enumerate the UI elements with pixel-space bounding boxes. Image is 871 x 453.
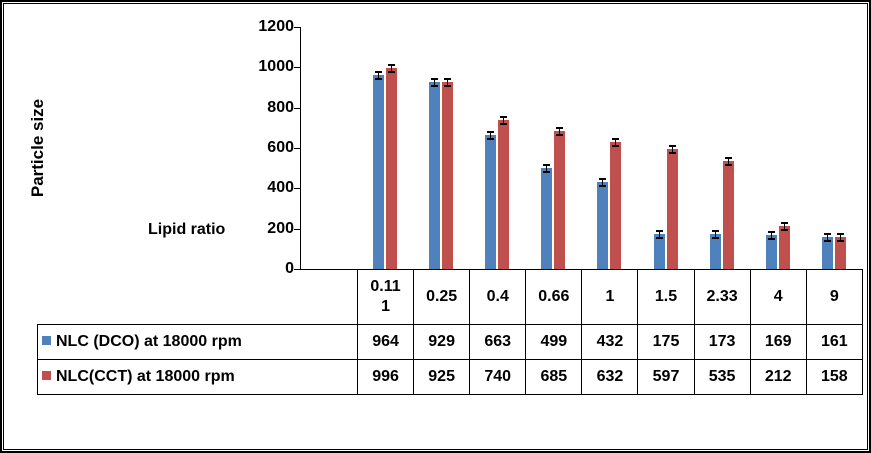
bar-dco [485,135,496,269]
value-cell: 740 [469,359,527,395]
error-bar [656,230,663,239]
bar-cct [554,131,565,269]
error-bar [500,116,507,125]
bar-dco [822,237,833,269]
value-cell: 158 [805,359,863,395]
y-tick-label: 1200 [258,18,294,35]
bar-dco [597,182,608,269]
bar-dco [654,234,665,269]
value-cell: 173 [693,324,751,360]
category-label: 1.5 [654,288,678,305]
y-tick-label: 800 [267,99,294,116]
table-stub-cell [38,270,358,325]
y-tick-mark [294,148,301,149]
category-label: 0.4 [486,288,509,305]
category-cell: 0.25 [413,269,471,325]
y-tick-mark [294,27,301,28]
category-label: 1 [605,288,615,305]
bar-dco [429,82,440,269]
value-cell: 169 [749,324,807,360]
series-name-cell: NLC (DCO) at 18000 rpm [37,324,358,360]
error-bar [599,178,606,187]
category-label: 0.111 [370,278,401,315]
category-label: 0.25 [426,288,458,305]
category-cell: 0.66 [525,269,583,325]
y-tick-label: 200 [267,220,294,237]
bar-dco [541,168,552,269]
category-cell: 4 [749,269,807,325]
error-bar [487,131,494,140]
bar-cct [779,226,790,269]
category-label: 2.33 [706,288,738,305]
value-cell: 212 [749,359,807,395]
category-label: 4 [773,288,783,305]
bar-cct [610,142,621,269]
legend-swatch-cct [42,371,51,381]
bar-cct [667,149,678,269]
bar-dco [766,235,777,269]
value-cell: 996 [356,359,415,395]
bar-cct [723,161,734,269]
series-name-label: NLC(CCT) at 18000 rpm [56,368,235,386]
error-bar [543,164,550,173]
error-bar [431,78,438,87]
category-cell: 1.5 [637,269,695,325]
bar-cct [835,237,846,269]
value-cell: 929 [413,324,471,360]
value-cell: 632 [581,359,639,395]
error-bar [556,127,563,136]
bar-cct [386,68,397,269]
value-cell: 499 [525,324,583,360]
value-cell: 925 [413,359,471,395]
value-cell: 535 [693,359,751,395]
bar-dco [710,234,721,269]
bar-dco [373,75,384,269]
bar-cct [442,82,453,269]
error-bar [444,78,451,87]
category-label: 9 [829,288,839,305]
value-cell: 964 [356,324,415,360]
y-tick-mark [294,188,301,189]
error-bar [837,233,844,242]
error-bar [768,231,775,240]
category-cell: 0.111 [356,269,415,325]
y-tick-label: 1000 [258,58,294,75]
value-cell: 685 [525,359,583,395]
category-cell: 9 [805,269,863,325]
category-cell: 1 [581,269,639,325]
series-name-label: NLC (DCO) at 18000 rpm [56,333,242,351]
value-cell: 663 [469,324,527,360]
value-cell: 161 [805,324,863,360]
x-axis-title: Lipid ratio [148,221,226,238]
value-cell: 597 [637,359,695,395]
y-tick-mark [294,229,301,230]
data-table: 0.111 0.25 0.4 0.66 1 1.5 2.33 4 9 NLC (DCO) at 1… [37,269,863,395]
category-cell: 2.33 [693,269,751,325]
y-tick-mark [294,108,301,109]
category-label: 0.66 [538,288,570,305]
error-bar [388,64,395,73]
y-tick-label: 600 [267,139,294,156]
series-name-cell: NLC(CCT) at 18000 rpm [37,359,358,395]
error-bar [824,233,831,242]
y-tick-mark [294,269,301,270]
legend-swatch-dco [42,336,51,346]
error-bar [669,145,676,154]
error-bar [612,138,619,147]
y-tick-label: 0 [285,260,294,277]
y-tick-mark [294,67,301,68]
category-cell: 0.4 [469,269,527,325]
error-bar [712,230,719,239]
bar-cct [498,120,509,269]
error-bar [781,222,788,231]
error-bar [725,157,732,166]
y-tick-label: 400 [267,179,294,196]
value-cell: 175 [637,324,695,360]
error-bar [375,71,382,80]
value-cell: 432 [581,324,639,360]
